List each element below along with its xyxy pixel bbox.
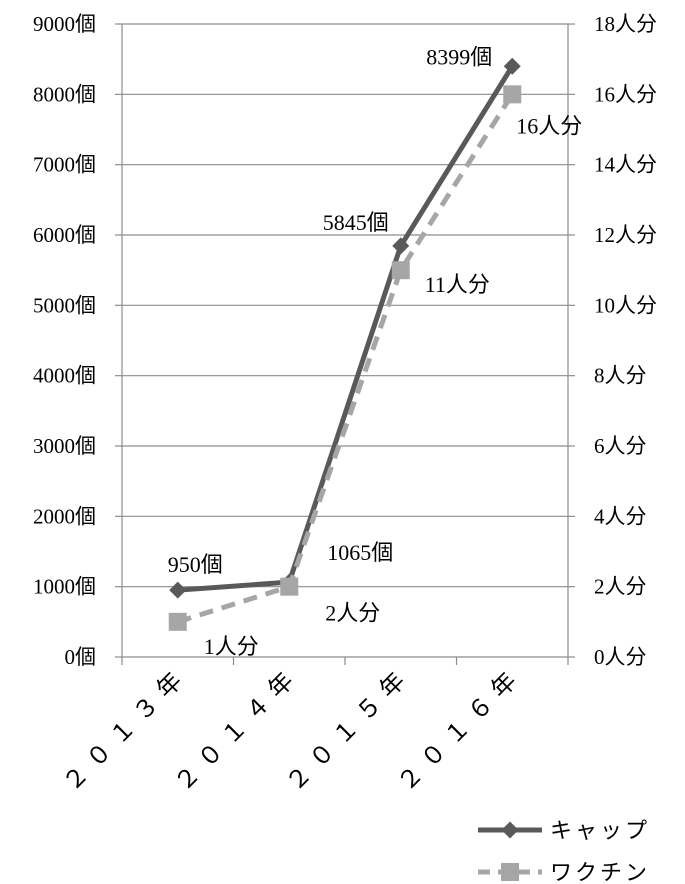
- left-axis-tick-label: 5000個: [33, 293, 96, 317]
- gridlines: [122, 23, 568, 588]
- series-lines: [168, 57, 522, 631]
- cap-point-marker: [169, 581, 187, 599]
- legend-diamond-marker: [501, 821, 519, 839]
- right-axis-tick-labels: 0人分 2人分 4人分 6人分 8人分 10人分 12人分 14人分 16人分 18人分: [594, 12, 657, 669]
- cap-point-marker: [503, 57, 521, 75]
- cap-point-marker: [392, 237, 410, 255]
- left-axis-tick-label: 2000個: [33, 504, 96, 528]
- left-axis-tick-label: 8000個: [33, 82, 96, 106]
- left-axis-tick-label: 1000個: [33, 575, 96, 599]
- right-axis-tick-label: 10人分: [594, 293, 657, 317]
- data-labels: 950個 1065個 5845個 8399個 1人分 2人分 11人分 16人分: [168, 44, 583, 659]
- cap-data-label: 8399個: [426, 44, 492, 69]
- right-axis-tick-label: 2人分: [594, 575, 647, 599]
- left-axis-tick-label: 9000個: [33, 12, 96, 36]
- cap-data-label: 1065個: [327, 540, 393, 565]
- cap-data-label: 950個: [168, 552, 223, 577]
- right-axis-tick-label: 14人分: [594, 153, 657, 177]
- left-axis-tick-label: 7000個: [33, 153, 96, 177]
- vaccine-data-label: 1人分: [204, 634, 259, 659]
- left-axis-tick-label: 4000個: [33, 364, 96, 388]
- right-axis-tick-label: 6人分: [594, 434, 647, 458]
- right-axis-tick-label: 0人分: [594, 645, 647, 669]
- legend-square-marker: [501, 863, 519, 881]
- left-axis-tick-label: 3000個: [33, 434, 96, 458]
- vaccine-data-label: 2人分: [325, 601, 380, 626]
- right-axis-tick-label: 12人分: [594, 223, 657, 247]
- vaccine-series-line: [176, 92, 515, 625]
- vaccine-point-marker: [168, 612, 187, 631]
- right-axis-tick-label: 8人分: [594, 364, 647, 388]
- legend-label: ワクチン: [550, 860, 650, 884]
- left-axis-tick-label: 6000個: [33, 223, 96, 247]
- vaccine-point-marker: [391, 261, 410, 280]
- right-axis-tick-label: 18人分: [594, 12, 657, 36]
- legend-label: キャップ: [550, 818, 650, 843]
- axes: [115, 23, 575, 665]
- left-axis-tick-label: 0個: [65, 645, 97, 669]
- vaccine-data-label: 11人分: [425, 272, 490, 297]
- vaccine-point-marker: [503, 85, 522, 104]
- cap-data-label: 5845個: [323, 210, 389, 235]
- cap-series-line: [177, 64, 515, 593]
- right-axis-tick-label: 4人分: [594, 504, 647, 528]
- vaccine-data-label: 16人分: [516, 113, 582, 138]
- left-axis-tick-labels: 0個 1000個 2000個 3000個 4000個 5000個 6000個 7000個 800…: [33, 12, 96, 669]
- right-axis-tick-label: 16人分: [594, 82, 657, 106]
- vaccine-point-marker: [280, 577, 299, 596]
